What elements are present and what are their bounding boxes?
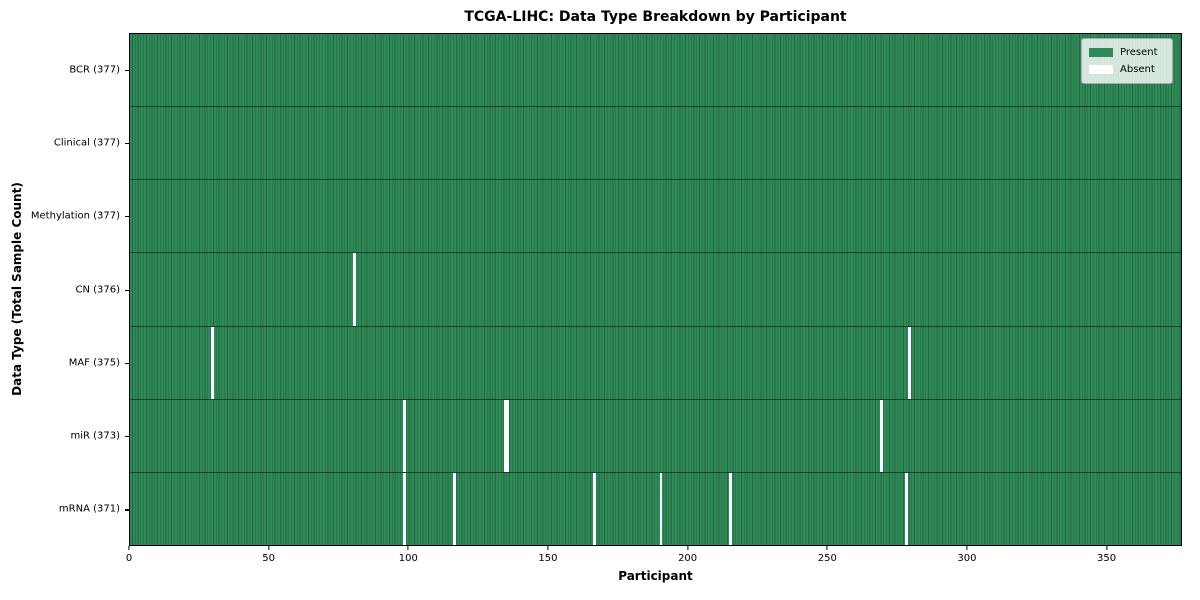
x-axis-label: Participant (618, 569, 693, 583)
absent-cell-mRNA-215 (729, 472, 733, 545)
x-tick-label-300: 300 (957, 553, 977, 564)
y-tick-label-BCR: BCR (377) (69, 64, 120, 76)
y-tick-mark-miR (125, 436, 129, 438)
legend-label-present: Present (1120, 47, 1158, 58)
y-axis: BCR (377) Clinical (377) Methylation (377)… (0, 33, 129, 546)
absent-swatch (1089, 65, 1113, 74)
x-tick-label-100: 100 (398, 553, 418, 564)
legend: Present Absent (1081, 38, 1173, 84)
y-tick-mark-BCR (125, 69, 129, 71)
y-tick-label-CN: CN (376) (75, 284, 120, 295)
y-tick-label-mRNA: mRNA (371) (58, 503, 120, 515)
row-MAF (130, 326, 1181, 400)
x-tick-label-0: 0 (125, 553, 133, 564)
row-Methylation (130, 180, 1181, 254)
y-tick-mark-CN (125, 289, 129, 291)
row-miR (130, 399, 1181, 473)
x-tick-mark-0 (128, 546, 130, 550)
x-tick-mark-250 (826, 546, 828, 550)
x-tick-label-350: 350 (1097, 553, 1117, 564)
x-tick-label-50: 50 (262, 553, 276, 564)
absent-cell-miR-134 (503, 399, 507, 472)
x-tick-mark-300 (966, 546, 968, 550)
y-tick-label-Methylation: Methylation (377) (30, 210, 120, 222)
x-tick-mark-200 (687, 546, 689, 550)
legend-entry-absent: Absent (1089, 61, 1165, 78)
y-tick-mark-MAF (125, 362, 129, 364)
present-swatch (1089, 48, 1113, 57)
y-tick-label-Clinical: Clinical (377) (53, 137, 120, 149)
heatmap-rows (130, 34, 1181, 545)
x-tick-mark-350 (1105, 546, 1108, 550)
x-tick-mark-50 (268, 546, 270, 550)
absent-cell-mRNA-190 (659, 472, 663, 545)
x-tick-mark-150 (547, 546, 549, 550)
y-tick-mark-Methylation (125, 216, 129, 218)
absent-cell-mRNA-278 (905, 472, 908, 545)
y-tick-mark-mRNA (125, 509, 129, 511)
absent-cell-MAF-29 (210, 326, 214, 399)
x-tick-mark-100 (407, 546, 409, 550)
absent-cell-mRNA-166 (592, 472, 596, 545)
row-BCR (130, 34, 1181, 108)
row-mRNA (130, 472, 1181, 545)
legend-label-absent: Absent (1120, 64, 1155, 75)
row-CN (130, 253, 1181, 327)
x-tick-label-150: 150 (538, 553, 558, 564)
absent-cell-miR-269 (879, 399, 883, 472)
absent-cell-mRNA-98 (403, 472, 406, 545)
row-Clinical (130, 107, 1181, 181)
absent-cell-MAF-279 (907, 326, 911, 399)
y-tick-mark-Clinical (125, 142, 129, 145)
absent-cell-mRNA-116 (453, 472, 457, 545)
absent-cell-miR-135 (506, 399, 510, 472)
absent-cell-miR-98 (403, 399, 406, 472)
x-tick-label-200: 200 (678, 553, 698, 564)
chart-title: TCGA-LIHC: Data Type Breakdown by Partic… (464, 9, 847, 25)
y-tick-label-miR: miR (373) (70, 430, 120, 442)
x-tick-label-250: 250 (817, 553, 837, 564)
x-axis: 0 50 100 150 200 250 300 350 (125, 546, 1182, 576)
legend-entry-present: Present (1089, 44, 1165, 61)
y-tick-label-MAF: MAF (375) (68, 357, 120, 369)
plot-area (129, 33, 1182, 546)
absent-cell-CN-80 (353, 253, 356, 326)
